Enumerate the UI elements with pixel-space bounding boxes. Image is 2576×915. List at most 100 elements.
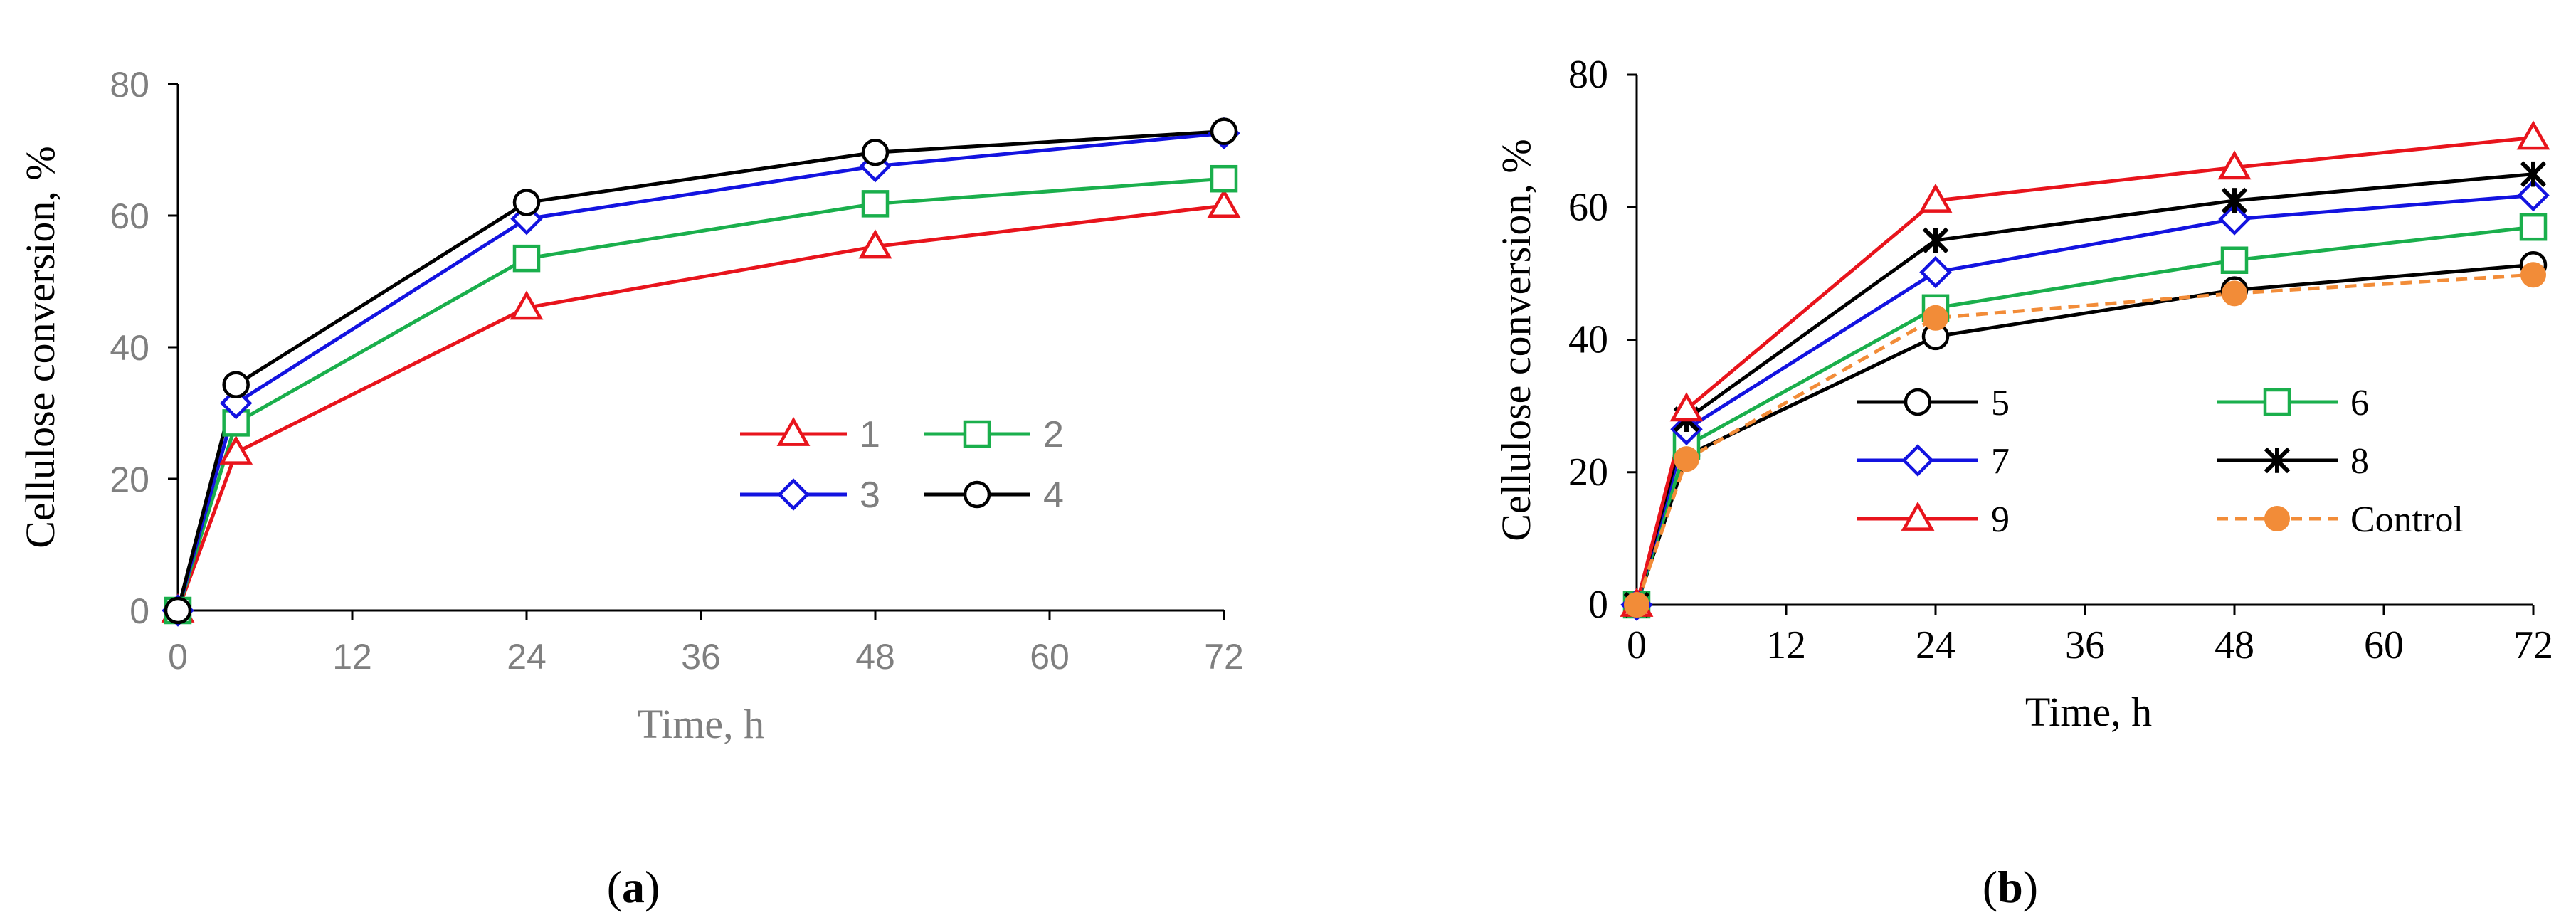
data-point-control [2222, 280, 2247, 307]
data-point-7 [2218, 203, 2251, 236]
y-tick-label: 0 [1588, 583, 1608, 627]
y-tick-label: 20 [110, 460, 149, 499]
series-line-control [1635, 273, 2534, 605]
data-point-2 [1210, 164, 1238, 193]
legend-marker [2264, 506, 2290, 531]
data-point-8 [1922, 227, 1949, 254]
data-point-4 [512, 189, 541, 216]
data-point-9 [2516, 120, 2550, 150]
data-point-8 [2221, 187, 2248, 214]
legend-marker [1904, 388, 1932, 416]
x-tick-label: 48 [2215, 623, 2254, 667]
data-point-9 [1918, 183, 1953, 213]
data-point-9 [1669, 392, 1704, 422]
data-point-control [1674, 446, 1699, 472]
panel-label-close: ) [2023, 862, 2038, 912]
legend-label: 3 [860, 475, 880, 516]
x-tick-label: 12 [1766, 623, 1806, 667]
data-point-control [2520, 262, 2546, 288]
legend-marker [963, 420, 991, 448]
series-line-4 [176, 129, 1225, 611]
x-tick-label: 0 [168, 637, 188, 677]
panel-label: (a) [607, 862, 660, 912]
series-line-3 [176, 131, 1225, 611]
legend-marker [1901, 444, 1934, 477]
data-point-7 [2517, 179, 2550, 212]
legend-label: 2 [1043, 414, 1064, 455]
series-line-2 [176, 176, 1225, 611]
data-point-1 [858, 229, 892, 259]
legend-label: 9 [1991, 499, 2010, 540]
y-tick-label: 40 [1568, 318, 1608, 362]
panel-label-open: ( [607, 862, 622, 912]
data-point-4 [222, 371, 250, 398]
legend-marker [2263, 388, 2291, 416]
x-tick-label: 72 [1204, 637, 1244, 677]
legend-label: Control [2350, 499, 2464, 540]
x-tick-label: 24 [507, 637, 547, 677]
legend-label: 7 [1991, 441, 2010, 482]
y-tick-label: 40 [110, 328, 149, 368]
series-line-8 [1635, 172, 2534, 605]
x-tick-label: 36 [681, 637, 721, 677]
data-point-9 [2217, 150, 2252, 180]
y-axis-title: Cellulose conversion, % [17, 146, 63, 548]
legend-label: 4 [1043, 475, 1064, 516]
plot-area [1620, 120, 2550, 621]
data-point-4 [1210, 117, 1238, 145]
data-point-2 [861, 190, 890, 218]
data-point-4 [164, 596, 192, 625]
y-tick-label: 0 [130, 591, 149, 631]
x-axis-title: Time, h [2025, 689, 2152, 735]
y-tick-label: 80 [1568, 53, 1608, 97]
panel-label-open: ( [1983, 862, 1997, 912]
x-tick-label: 12 [332, 637, 372, 677]
legend-marker [1901, 501, 1935, 531]
data-point-2 [512, 244, 541, 273]
legend-label: 8 [2350, 441, 2369, 482]
panel-label-letter: b [1997, 862, 2023, 912]
y-tick-label: 80 [110, 65, 149, 105]
x-tick-label: 0 [1627, 623, 1647, 667]
panel-label-close: ) [645, 862, 660, 912]
y-tick-label: 20 [1568, 450, 1608, 494]
data-point-3 [219, 386, 253, 420]
panel-label-letter: a [622, 862, 645, 912]
series-line-1 [176, 203, 1225, 611]
data-point-6 [2220, 246, 2249, 274]
series-line-5 [1635, 263, 2534, 605]
x-tick-label: 24 [1916, 623, 1955, 667]
legend-marker [963, 480, 991, 509]
y-axis-title: Cellulose conversion, % [1493, 139, 1539, 541]
data-point-8 [2520, 161, 2547, 187]
legend-marker [777, 478, 810, 511]
data-point-6 [2519, 213, 2548, 241]
x-tick-label: 72 [2513, 623, 2553, 667]
legend-label: 1 [860, 414, 880, 455]
legend-marker [2264, 447, 2291, 474]
plot-area [161, 117, 1241, 627]
data-point-1 [219, 435, 253, 465]
data-point-7 [1919, 255, 1952, 289]
x-axis-title: Time, h [638, 701, 764, 747]
chart-panel-b: 0 12 24 36 48 60 72 0 20 40 60 80 Time, h Cellulose… [1493, 53, 2553, 912]
legend-marker [776, 416, 811, 446]
data-point-control [1624, 592, 1649, 618]
x-tick-label: 60 [2364, 623, 2404, 667]
x-tick-label: 60 [1030, 637, 1070, 677]
data-point-3 [510, 202, 543, 236]
legend-label: 6 [2350, 383, 2369, 423]
panel-label: (b) [1983, 862, 2038, 912]
x-tick-label: 48 [855, 637, 895, 677]
data-point-1 [1207, 189, 1241, 218]
legend: 5 6 7 8 9 Control [1857, 383, 2464, 540]
data-point-4 [861, 138, 890, 166]
data-point-1 [510, 290, 544, 320]
legend-label: 5 [1991, 383, 2010, 423]
legend: 1 2 3 4 [740, 414, 1064, 516]
y-tick-label: 60 [110, 196, 149, 236]
